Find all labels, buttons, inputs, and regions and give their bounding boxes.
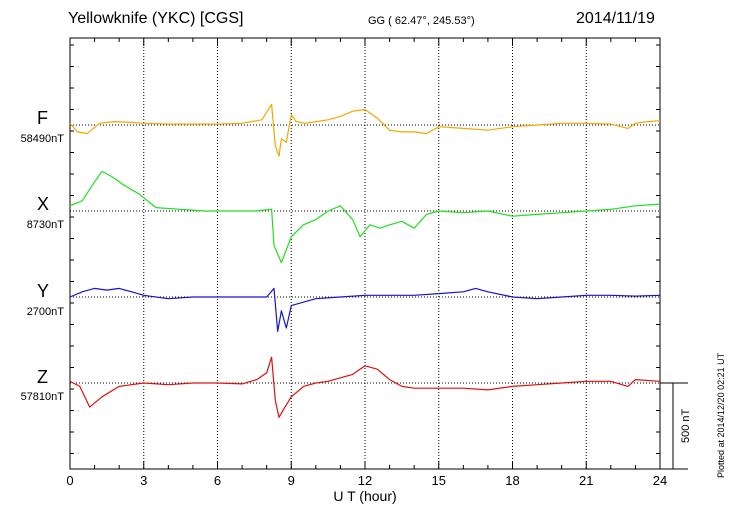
x-tick-label: 18 (505, 473, 519, 488)
x-tick-label: 6 (214, 473, 221, 488)
series-line-f (69, 103, 661, 157)
x-tick-label: 12 (358, 473, 372, 488)
x-tick-label: 3 (140, 473, 147, 488)
chart-date: 2014/11/19 (576, 10, 655, 27)
series-line-x (69, 170, 661, 264)
scale-bar-label: 500 nT (680, 408, 692, 443)
x-tick-label: 15 (432, 473, 446, 488)
x-tick-label: 0 (66, 473, 73, 488)
series-label-f: F (37, 108, 48, 128)
baseline-f: 58490nT (20, 133, 64, 145)
series-line-y (69, 287, 661, 332)
series-label-z: Z (37, 367, 48, 387)
series-label-y: Y (37, 281, 50, 301)
series-label-x: X (37, 194, 50, 214)
baseline-z: 57810nT (20, 391, 64, 403)
station-title: Yellowknife (YKC) [CGS] (68, 10, 244, 27)
x-axis-label: U T (hour) (333, 488, 396, 504)
x-tick-label: 21 (579, 473, 593, 488)
x-tick-label: 24 (653, 473, 667, 488)
plotted-timestamp: Plotted at 2014/12/20 02:21 UT (716, 352, 726, 478)
series-line-z (69, 356, 661, 418)
baseline-x: 8730nT (26, 219, 64, 231)
baseline-y: 2700nT (26, 306, 64, 318)
x-tick-label: 9 (288, 473, 295, 488)
station-coordinates: GG ( 62.47°, 245.53°) (368, 15, 475, 27)
